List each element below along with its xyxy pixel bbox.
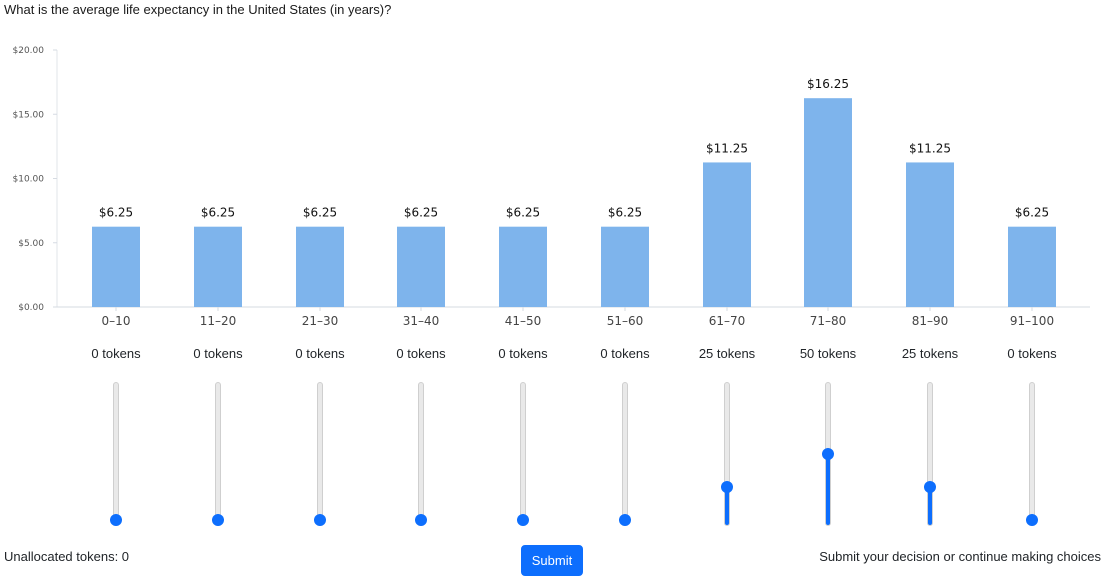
bar-value-label: $6.25 (99, 206, 133, 220)
token-count-label: 0 tokens (600, 346, 650, 361)
token-count-label: 0 tokens (1007, 346, 1057, 361)
slider-thumb[interactable] (517, 514, 529, 526)
token-slider[interactable] (208, 380, 228, 526)
y-tick-label: $20.00 (13, 46, 45, 56)
bar-value-label: $16.25 (807, 77, 849, 91)
slider-track (927, 382, 933, 526)
slider-thumb[interactable] (314, 514, 326, 526)
slider-thumb[interactable] (212, 514, 224, 526)
x-category-label: 21–30 (302, 314, 339, 328)
slider-thumb[interactable] (822, 447, 834, 460)
x-category-label: 71–80 (810, 314, 847, 328)
x-category-label: 41–50 (505, 314, 542, 328)
x-category-label: 11–20 (200, 314, 237, 328)
chart-bar (703, 162, 751, 307)
x-category-label: 51–60 (607, 314, 644, 328)
bar-value-label: $6.25 (303, 206, 337, 220)
token-slider[interactable] (615, 380, 635, 526)
bar-value-label: $6.25 (404, 206, 438, 220)
token-slider[interactable] (310, 380, 330, 526)
y-tick-label: $10.00 (13, 175, 45, 185)
slider-thumb[interactable] (924, 480, 936, 493)
token-count-label: 0 tokens (498, 346, 548, 361)
y-tick-label: $15.00 (13, 110, 45, 120)
bar-value-label: $6.25 (506, 206, 540, 220)
token-count-label: 0 tokens (193, 346, 243, 361)
slider-track (215, 382, 221, 526)
token-slider[interactable] (920, 380, 940, 526)
chart-bar (397, 226, 445, 307)
bar-value-label: $11.25 (706, 141, 748, 155)
slider-thumb[interactable] (1026, 514, 1038, 526)
bar-value-label: $6.25 (1015, 206, 1049, 220)
bar-chart: $0.00 $5.00 $10.00 $15.00 $20.00 $6.25 0–10 $6.… (13, 46, 1090, 328)
token-count-label: 0 tokens (396, 346, 446, 361)
slider-track (113, 382, 119, 526)
token-count-label: 25 tokens (901, 346, 959, 361)
token-count-label: 50 tokens (799, 346, 857, 361)
x-category-label: 91–100 (1010, 314, 1054, 328)
unallocated-tokens-label: Unallocated tokens: 0 (4, 549, 130, 564)
slider-track (418, 382, 424, 526)
x-category-label: 61–70 (709, 314, 746, 328)
slider-thumb[interactable] (721, 480, 733, 493)
token-slider[interactable] (1022, 380, 1042, 526)
y-tick-label: $5.00 (18, 239, 44, 249)
slider-fill (928, 486, 932, 525)
x-category-label: 0–10 (102, 314, 131, 328)
slider-track (520, 382, 526, 526)
chart-bar (906, 162, 954, 307)
slider-track (317, 382, 323, 526)
y-tick-label: $0.00 (18, 303, 44, 313)
slider-track (1029, 382, 1035, 526)
bar-value-label: $6.25 (608, 206, 642, 220)
x-category-label: 81–90 (912, 314, 949, 328)
token-count-label: 0 tokens (295, 346, 345, 361)
token-slider[interactable] (106, 380, 126, 526)
slider-fill (826, 453, 830, 525)
chart-bar (92, 226, 140, 307)
status-message: Submit your decision or continue making … (819, 549, 1101, 564)
chart-bar (1008, 226, 1056, 307)
token-slider[interactable] (818, 380, 838, 526)
slider-track (622, 382, 628, 526)
slider-thumb[interactable] (415, 514, 427, 526)
question-text: What is the average life expectancy in t… (4, 2, 392, 17)
slider-thumb[interactable] (110, 514, 122, 526)
chart-bar (194, 226, 242, 307)
token-slider[interactable] (411, 380, 431, 526)
chart-bar (296, 226, 344, 307)
bar-value-label: $11.25 (909, 141, 951, 155)
slider-track (724, 382, 730, 526)
token-count-label: 25 tokens (698, 346, 756, 361)
token-labels-row: 0 tokens 0 tokens 0 tokens 0 tokens 0 tokens… (0, 346, 1109, 364)
token-slider[interactable] (717, 380, 737, 526)
x-category-label: 31–40 (403, 314, 440, 328)
slider-thumb[interactable] (619, 514, 631, 526)
chart-bar (499, 226, 547, 307)
slider-fill (725, 486, 729, 525)
submit-button[interactable]: Submit (521, 545, 583, 576)
chart-bar (804, 98, 852, 307)
token-count-label: 0 tokens (91, 346, 141, 361)
bar-value-label: $6.25 (201, 206, 235, 220)
chart-bar (601, 226, 649, 307)
token-slider[interactable] (513, 380, 533, 526)
